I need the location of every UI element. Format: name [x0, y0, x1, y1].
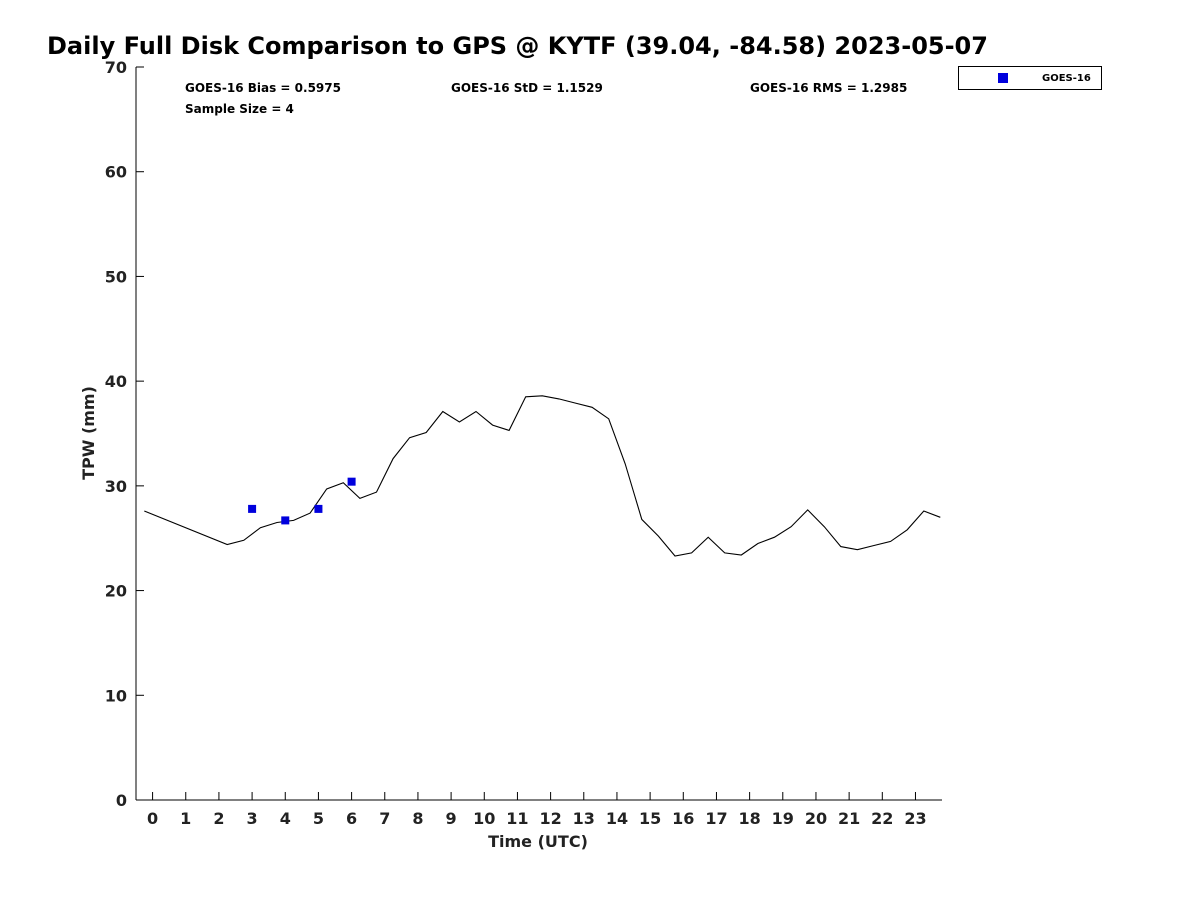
series-layer: [144, 395, 941, 557]
x-tick-label: 15: [639, 809, 661, 828]
x-tick-label: 6: [346, 809, 357, 828]
legend-marker: [998, 73, 1008, 83]
x-tick-label: 8: [412, 809, 423, 828]
x-tick-label: 16: [672, 809, 694, 828]
x-tick-label: 22: [871, 809, 893, 828]
legend-label: GOES-16: [1042, 73, 1091, 84]
x-tick-label: 7: [379, 809, 390, 828]
x-tick-label: 23: [904, 809, 926, 828]
x-tick-label: 11: [506, 809, 528, 828]
y-tick-label: 0: [116, 791, 127, 810]
x-tick-label: 21: [838, 809, 860, 828]
goes16-point: [347, 477, 356, 486]
x-tick-label: 4: [280, 809, 291, 828]
goes16-point: [248, 504, 257, 513]
y-tick-label: 30: [105, 477, 127, 496]
chart-title: Daily Full Disk Comparison to GPS @ KYTF…: [47, 32, 988, 60]
gps-tpw-line: [144, 395, 941, 557]
x-tick-label: 0: [147, 809, 158, 828]
x-tick-label: 9: [446, 809, 457, 828]
stat-rms: GOES-16 RMS = 1.2985: [750, 81, 907, 95]
x-axis-ticks: 0 1 2 3 4 5 6 7 8 9 10 11 12 13 14 15 16 17 18 19 20 21 22 23: [147, 792, 927, 828]
y-tick-label: 20: [105, 582, 127, 601]
x-tick-label: 1: [180, 809, 191, 828]
y-tick-label: 40: [105, 372, 127, 391]
goes16-point: [281, 516, 290, 525]
legend: GOES-16: [958, 66, 1102, 90]
stat-sample-size: Sample Size = 4: [185, 102, 294, 116]
y-axis-label: TPW (mm): [79, 386, 98, 480]
x-tick-label: 12: [539, 809, 561, 828]
y-axis-ticks: 0 10 20 30 40 50 60 70: [105, 58, 144, 810]
x-tick-label: 18: [738, 809, 760, 828]
x-tick-label: 14: [606, 809, 628, 828]
stat-bias: GOES-16 Bias = 0.5975: [185, 81, 341, 95]
x-tick-label: 5: [313, 809, 324, 828]
y-tick-label: 70: [105, 58, 127, 77]
goes16-point: [314, 504, 323, 513]
x-axis-label: Time (UTC): [488, 832, 588, 851]
y-tick-label: 60: [105, 163, 127, 182]
x-tick-label: 13: [573, 809, 595, 828]
y-tick-label: 50: [105, 267, 127, 286]
y-tick-label: 10: [105, 686, 127, 705]
stat-std: GOES-16 StD = 1.1529: [451, 81, 603, 95]
legend-box: [958, 66, 1102, 90]
x-tick-label: 17: [705, 809, 727, 828]
x-tick-label: 20: [805, 809, 827, 828]
x-tick-label: 2: [213, 809, 224, 828]
x-tick-label: 19: [772, 809, 794, 828]
x-tick-label: 10: [473, 809, 495, 828]
x-tick-label: 3: [247, 809, 258, 828]
